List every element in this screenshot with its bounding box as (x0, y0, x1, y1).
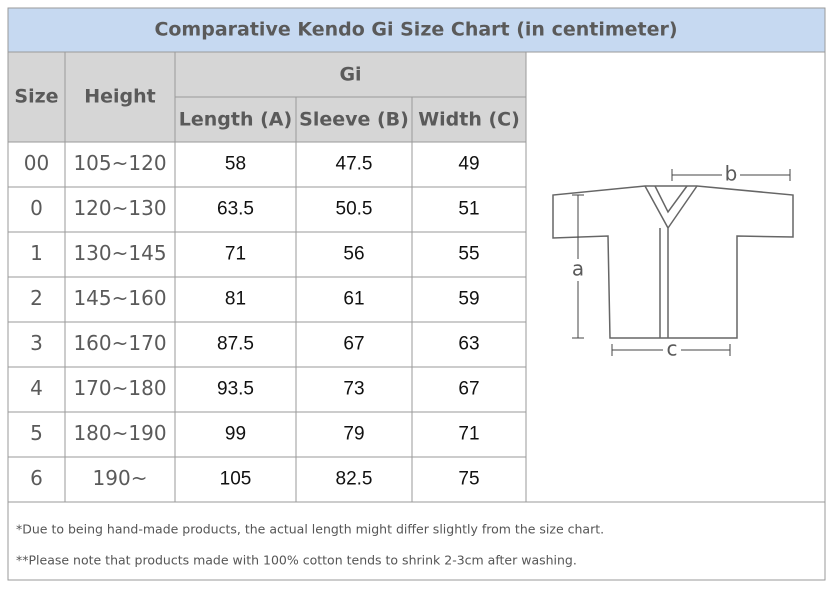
label-bg (569, 259, 587, 281)
row-label: 0 (30, 196, 43, 220)
cell-value: 67 (458, 379, 479, 400)
cell-value: 81 (225, 289, 246, 310)
cell-value: 50.5 (336, 199, 373, 220)
gi-collar (644, 185, 698, 338)
cell-value: 61 (343, 289, 364, 310)
cell-value: 59 (458, 289, 479, 310)
cell-value: 55 (458, 244, 479, 265)
cell-value: 51 (458, 199, 479, 220)
gi-outline (552, 185, 794, 339)
row-label: 2 (30, 286, 43, 310)
label-bg (663, 339, 681, 361)
row-label: 5 (30, 421, 43, 445)
cell-value: 99 (225, 424, 246, 445)
row-label: 00 (24, 151, 49, 175)
cell-value: 63 (458, 334, 479, 355)
cell-value: 87.5 (217, 334, 254, 355)
row-label: 6 (30, 466, 43, 490)
cell-value: 47.5 (336, 154, 373, 175)
diagram-label: a (572, 257, 584, 281)
row-label: 145~160 (73, 286, 166, 310)
note: *Due to being hand-made products, the ac… (16, 522, 604, 537)
row-label: 170~180 (73, 376, 166, 400)
cell-value: 73 (343, 379, 364, 400)
cell-value: 71 (225, 244, 246, 265)
row-label: 105~120 (73, 151, 166, 175)
title: Comparative Kendo Gi Size Chart (in cent… (154, 19, 677, 41)
column-header: Sleeve (B) (299, 109, 409, 131)
row-label: 1 (30, 241, 43, 265)
column-header: Length (A) (179, 109, 292, 131)
cell-value: 75 (458, 469, 479, 490)
column-header: Height (84, 86, 156, 108)
cell-value: 49 (458, 154, 479, 175)
cell-value: 71 (458, 424, 479, 445)
row-label: 180~190 (73, 421, 166, 445)
title-bar (7, 7, 826, 53)
row-label: 120~130 (73, 196, 166, 220)
row-label: 4 (30, 376, 43, 400)
column-header: Size (14, 86, 58, 108)
diagram-label: b (725, 162, 738, 186)
cell-value: 63.5 (217, 199, 254, 220)
column-header: Width (C) (418, 109, 520, 131)
group-header: Gi (339, 64, 361, 86)
cell-value: 67 (343, 334, 364, 355)
cell-value: 82.5 (336, 469, 373, 490)
row-label: 130~145 (73, 241, 166, 265)
row-label: 190~ (93, 466, 148, 490)
cell-value: 79 (343, 424, 364, 445)
note: **Please note that products made with 10… (16, 553, 577, 568)
notes-box (7, 501, 826, 581)
cell-value: 93.5 (217, 379, 254, 400)
row-label: 160~170 (73, 331, 166, 355)
row-label: 3 (30, 331, 43, 355)
label-bg (722, 164, 740, 186)
cell-value: 58 (225, 154, 246, 175)
cell-value: 105 (220, 469, 252, 490)
cell-value: 56 (343, 244, 364, 265)
diagram-label: c (667, 337, 678, 361)
